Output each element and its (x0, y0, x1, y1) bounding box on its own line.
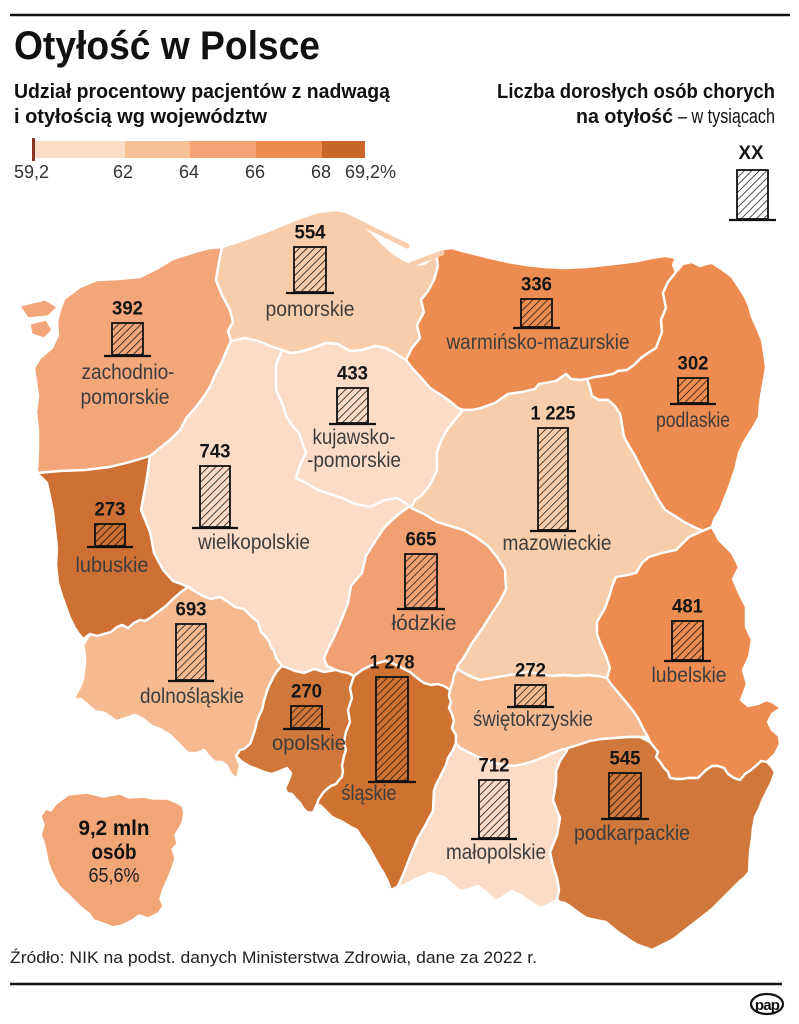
svg-text:XX: XX (739, 143, 764, 164)
svg-text:1 225: 1 225 (531, 404, 576, 425)
svg-text:9,2 mln: 9,2 mln (79, 817, 150, 840)
svg-text:świętokrzyskie: świętokrzyskie (473, 708, 593, 731)
svg-text:-pomorskie: -pomorskie (307, 449, 401, 472)
svg-text:wielkopolskie: wielkopolskie (197, 531, 310, 554)
svg-text:i otyłością wg województw: i otyłością wg województw (14, 106, 267, 128)
svg-text:opolskie: opolskie (272, 732, 346, 755)
svg-text:pomorskie: pomorskie (81, 386, 170, 409)
svg-text:mazowieckie: mazowieckie (503, 532, 612, 555)
svg-text:na otyłość: na otyłość (576, 106, 673, 128)
svg-text:743: 743 (200, 442, 231, 463)
svg-text:pap: pap (755, 997, 780, 1014)
svg-text:warmińsko-mazurskie: warmińsko-mazurskie (446, 331, 630, 354)
svg-text:lubuskie: lubuskie (76, 554, 149, 577)
svg-text:693: 693 (176, 600, 207, 621)
svg-text:Liczba dorosłych osób chorych: Liczba dorosłych osób chorych (497, 81, 775, 103)
svg-text:270: 270 (291, 682, 322, 703)
svg-text:pomorskie: pomorskie (266, 298, 355, 321)
svg-text:małopolskie: małopolskie (446, 841, 546, 864)
svg-text:712: 712 (479, 756, 510, 777)
svg-text:392: 392 (112, 299, 143, 320)
svg-text:65,6%: 65,6% (89, 865, 140, 887)
svg-text:554: 554 (295, 223, 326, 244)
svg-text:273: 273 (95, 500, 126, 521)
svg-text:łódzkie: łódzkie (392, 612, 457, 635)
svg-text:osób: osób (92, 841, 137, 864)
svg-text:336: 336 (521, 275, 552, 296)
svg-text:zachodnio-: zachodnio- (82, 361, 175, 384)
svg-text:Otyłość w Polsce: Otyłość w Polsce (14, 24, 320, 68)
svg-text:66: 66 (245, 162, 265, 182)
svg-text:272: 272 (515, 661, 546, 682)
svg-text:62: 62 (113, 162, 133, 182)
svg-text:Źródło: NIK na podst. danych M: Źródło: NIK na podst. danych Ministerstw… (10, 948, 537, 967)
svg-text:59,2: 59,2 (14, 162, 49, 182)
svg-text:665: 665 (406, 530, 437, 551)
svg-text:lubelskie: lubelskie (652, 664, 727, 687)
svg-text:69,2%: 69,2% (345, 162, 396, 182)
svg-text:433: 433 (337, 364, 368, 385)
svg-text:kujawsko-: kujawsko- (313, 426, 396, 449)
svg-text:śląskie: śląskie (342, 782, 397, 805)
svg-text:podlaskie: podlaskie (656, 409, 730, 432)
svg-text:dolnośląskie: dolnośląskie (140, 685, 244, 708)
svg-text:545: 545 (610, 749, 641, 770)
svg-text:– w tysiącach: – w tysiącach (678, 106, 775, 128)
svg-text:64: 64 (179, 162, 199, 182)
svg-text:302: 302 (678, 354, 709, 375)
svg-text:podkarpackie: podkarpackie (574, 822, 690, 845)
svg-text:481: 481 (672, 597, 703, 618)
svg-text:1 278: 1 278 (370, 653, 415, 674)
svg-text:68: 68 (311, 162, 331, 182)
svg-text:Udział procentowy pacjentów z: Udział procentowy pacjentów z nadwagą (14, 81, 391, 103)
